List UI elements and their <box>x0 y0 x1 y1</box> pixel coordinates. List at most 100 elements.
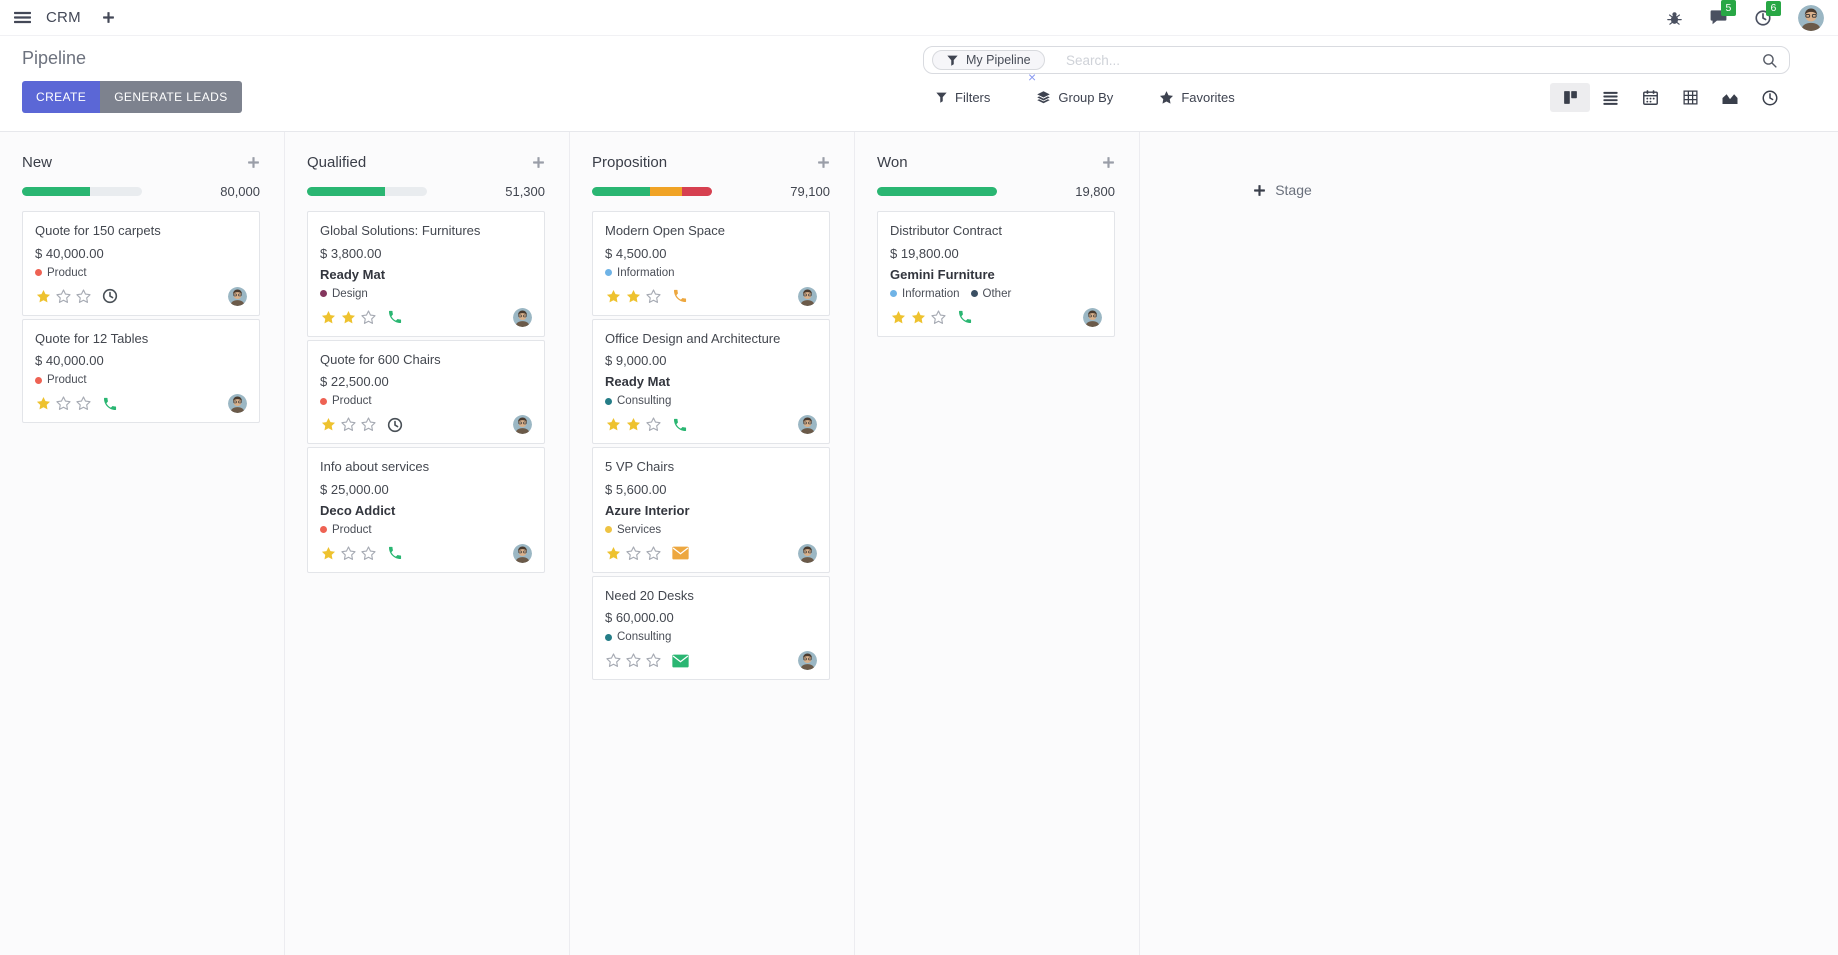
list-view-button[interactable] <box>1590 83 1630 112</box>
avatar[interactable] <box>513 543 532 563</box>
kanban-card[interactable]: Info about services $ 25,000.00 Deco Addic… <box>307 447 545 573</box>
kanban-card[interactable]: Modern Open Space $ 4,500.00 Information <box>592 211 830 316</box>
messages-icon[interactable]: 5 <box>1709 0 1736 27</box>
search-bar[interactable]: My Pipeline × <box>923 46 1790 84</box>
star-icon[interactable] <box>75 395 92 412</box>
star-icon[interactable] <box>320 309 337 326</box>
kanban-card[interactable]: Global Solutions: Furnitures $ 3,800.00 Re… <box>307 211 545 337</box>
create-button[interactable]: CREATE <box>22 81 101 113</box>
star-icon[interactable] <box>625 288 642 305</box>
star-icon[interactable] <box>625 416 642 433</box>
search-icon[interactable] <box>1761 52 1778 69</box>
stage-progressbar[interactable] <box>22 187 142 196</box>
star-icon[interactable] <box>340 309 357 326</box>
priority-stars[interactable] <box>890 309 947 326</box>
filters-menu[interactable]: Filters <box>935 90 990 105</box>
priority-stars[interactable] <box>320 545 377 562</box>
avatar[interactable] <box>513 415 532 435</box>
pivot-view-button[interactable] <box>1670 83 1710 112</box>
avatar[interactable] <box>798 543 817 563</box>
add-stage-button[interactable]: Stage <box>1253 182 1312 198</box>
star-icon[interactable] <box>55 288 72 305</box>
generate-leads-button[interactable]: GENERATE LEADS <box>100 81 242 113</box>
avatar[interactable] <box>1083 307 1102 327</box>
new-tab-plus-icon[interactable] <box>102 11 115 24</box>
quick-add-icon[interactable] <box>532 156 545 169</box>
activity-view-button[interactable] <box>1750 83 1790 112</box>
star-icon[interactable] <box>340 545 357 562</box>
clock-icon[interactable] <box>387 417 403 433</box>
quick-add-icon[interactable] <box>1102 156 1115 169</box>
priority-stars[interactable] <box>320 309 377 326</box>
star-icon[interactable] <box>605 288 622 305</box>
stage-progressbar[interactable] <box>877 187 997 196</box>
phone-icon[interactable] <box>672 288 688 304</box>
kanban-card[interactable]: Quote for 12 Tables $ 40,000.00 Product <box>22 318 260 424</box>
priority-stars[interactable] <box>35 288 92 305</box>
calendar-view-button[interactable] <box>1630 83 1670 112</box>
clock-icon[interactable] <box>102 288 118 304</box>
debug-bug-icon[interactable] <box>1666 9 1683 26</box>
stage-progressbar[interactable] <box>592 187 712 196</box>
avatar[interactable] <box>513 307 532 327</box>
star-icon[interactable] <box>320 416 337 433</box>
search-input[interactable] <box>924 47 1789 73</box>
envelope-icon[interactable] <box>672 654 689 668</box>
envelope-icon[interactable] <box>672 546 689 560</box>
star-icon[interactable] <box>605 416 622 433</box>
avatar[interactable] <box>228 394 247 414</box>
kanban-card[interactable]: Distributor Contract $ 19,800.00 Gemini Fu… <box>877 211 1115 337</box>
graph-view-button[interactable] <box>1710 83 1750 112</box>
star-icon[interactable] <box>340 416 357 433</box>
star-icon[interactable] <box>35 288 52 305</box>
avatar[interactable] <box>798 415 817 435</box>
quick-add-icon[interactable] <box>247 156 260 169</box>
priority-stars[interactable] <box>35 395 92 412</box>
star-icon[interactable] <box>910 309 927 326</box>
avatar[interactable] <box>798 286 817 306</box>
app-name[interactable]: CRM <box>46 9 81 26</box>
star-icon[interactable] <box>605 652 622 669</box>
star-icon[interactable] <box>55 395 72 412</box>
star-icon[interactable] <box>645 545 662 562</box>
activities-clock-icon[interactable]: 6 <box>1754 0 1781 27</box>
facet-remove-icon[interactable]: × <box>1028 69 1037 85</box>
apps-menu-icon[interactable] <box>14 9 31 26</box>
priority-stars[interactable] <box>605 288 662 305</box>
star-icon[interactable] <box>625 545 642 562</box>
search-facet-my-pipeline[interactable]: My Pipeline <box>932 50 1045 70</box>
phone-icon[interactable] <box>957 309 973 325</box>
star-icon[interactable] <box>320 545 337 562</box>
kanban-view-button[interactable] <box>1550 83 1590 112</box>
star-icon[interactable] <box>625 652 642 669</box>
stage-progressbar[interactable] <box>307 187 427 196</box>
priority-stars[interactable] <box>320 416 377 433</box>
phone-icon[interactable] <box>672 417 688 433</box>
favorites-menu[interactable]: Favorites <box>1159 90 1235 105</box>
kanban-card[interactable]: Quote for 150 carpets $ 40,000.00 Product <box>22 211 260 316</box>
phone-icon[interactable] <box>387 309 403 325</box>
star-icon[interactable] <box>360 545 377 562</box>
star-icon[interactable] <box>360 309 377 326</box>
star-icon[interactable] <box>605 545 622 562</box>
star-icon[interactable] <box>75 288 92 305</box>
star-icon[interactable] <box>35 395 52 412</box>
group-by-menu[interactable]: Group By <box>1036 90 1113 105</box>
star-icon[interactable] <box>930 309 947 326</box>
phone-icon[interactable] <box>387 545 403 561</box>
avatar[interactable] <box>228 286 247 306</box>
kanban-card[interactable]: Office Design and Architecture $ 9,000.00… <box>592 318 830 445</box>
kanban-card[interactable]: Need 20 Desks $ 60,000.00 Consulting <box>592 575 830 681</box>
star-icon[interactable] <box>890 309 907 326</box>
priority-stars[interactable] <box>605 545 662 562</box>
star-icon[interactable] <box>645 288 662 305</box>
avatar[interactable] <box>798 651 817 671</box>
quick-add-icon[interactable] <box>817 156 830 169</box>
star-icon[interactable] <box>645 652 662 669</box>
priority-stars[interactable] <box>605 416 662 433</box>
user-avatar[interactable] <box>1798 4 1824 31</box>
kanban-card[interactable]: Quote for 600 Chairs $ 22,500.00 Product <box>307 339 545 445</box>
phone-icon[interactable] <box>102 396 118 412</box>
star-icon[interactable] <box>360 416 377 433</box>
kanban-card[interactable]: 5 VP Chairs $ 5,600.00 Azure Interior Servi… <box>592 447 830 573</box>
